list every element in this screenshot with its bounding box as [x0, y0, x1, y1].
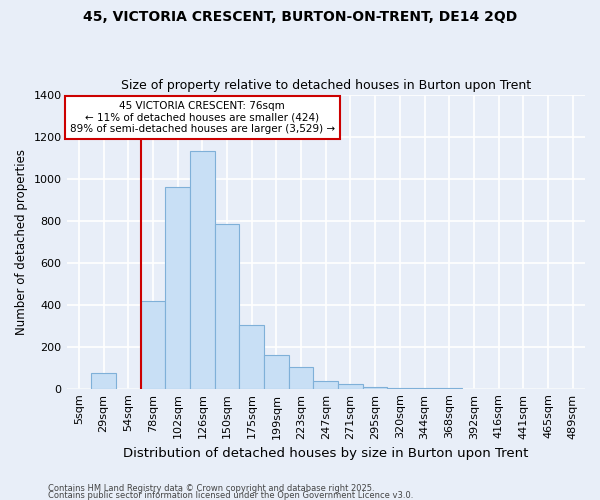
- Bar: [215, 224, 239, 388]
- Bar: [140, 302, 165, 388]
- X-axis label: Distribution of detached houses by size in Burton upon Trent: Distribution of detached houses by size …: [123, 447, 529, 460]
- Bar: [264, 355, 289, 388]
- Text: Contains HM Land Registry data © Crown copyright and database right 2025.: Contains HM Land Registry data © Crown c…: [48, 484, 374, 493]
- Bar: [190, 152, 215, 388]
- Text: Contains public sector information licensed under the Open Government Licence v3: Contains public sector information licen…: [48, 491, 413, 500]
- Text: 45, VICTORIA CRESCENT, BURTON-ON-TRENT, DE14 2QD: 45, VICTORIA CRESCENT, BURTON-ON-TRENT, …: [83, 10, 517, 24]
- Bar: [363, 387, 388, 388]
- Bar: [289, 366, 313, 388]
- Bar: [338, 384, 363, 388]
- Bar: [91, 373, 116, 388]
- Y-axis label: Number of detached properties: Number of detached properties: [15, 148, 28, 334]
- Bar: [313, 382, 338, 388]
- Bar: [165, 187, 190, 388]
- Bar: [239, 324, 264, 388]
- Text: 45 VICTORIA CRESCENT: 76sqm
← 11% of detached houses are smaller (424)
89% of se: 45 VICTORIA CRESCENT: 76sqm ← 11% of det…: [70, 101, 335, 134]
- Title: Size of property relative to detached houses in Burton upon Trent: Size of property relative to detached ho…: [121, 79, 531, 92]
